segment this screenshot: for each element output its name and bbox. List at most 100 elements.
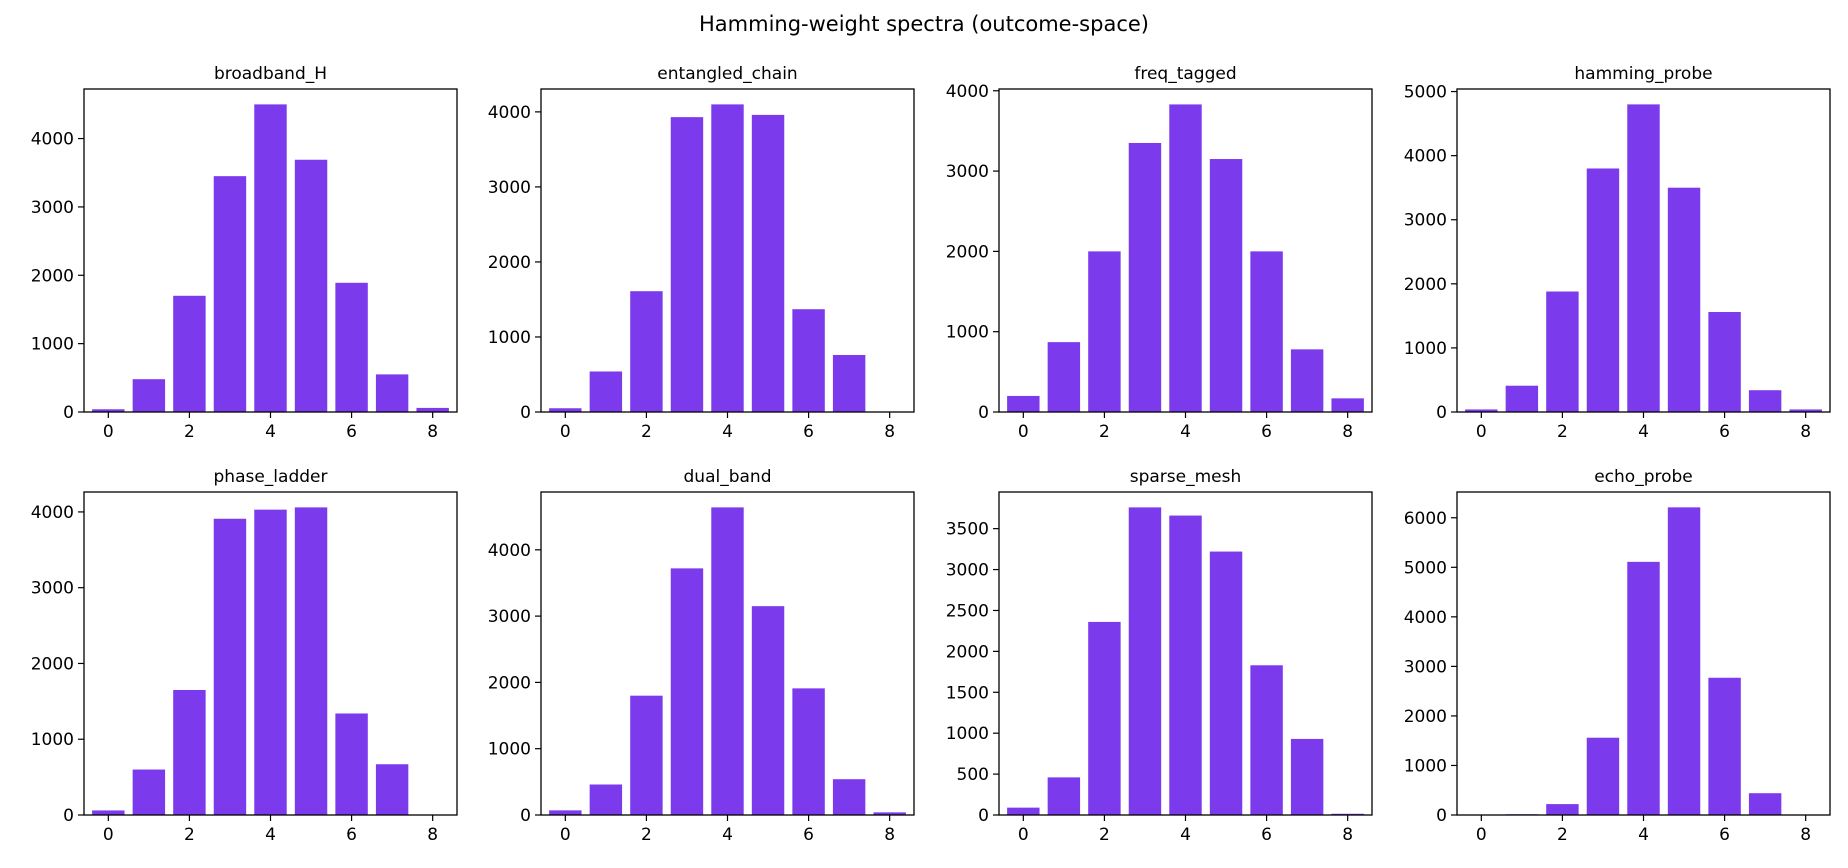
y-tick-label: 3000 [946, 162, 989, 182]
bar-dual_band-6 [792, 688, 825, 815]
bar-broadband_H-6 [335, 282, 368, 412]
bar-hamming_probe-8 [1789, 409, 1822, 412]
y-tick-label: 0 [63, 806, 74, 826]
y-tick-label: 1000 [488, 328, 531, 348]
y-tick-label: 2000 [488, 673, 531, 693]
y-tick-label: 2500 [946, 601, 989, 621]
bar-freq_tagged-3 [1128, 142, 1162, 412]
y-tick-label: 2000 [1404, 707, 1447, 727]
subplot-title: echo_probe [1594, 467, 1693, 487]
bar-entangled_chain-3 [670, 117, 704, 412]
x-tick-label: 6 [1719, 422, 1730, 442]
y-tick-label: 4000 [1404, 147, 1447, 167]
bar-hamming_probe-3 [1586, 168, 1620, 412]
bar-entangled_chain-5 [751, 114, 785, 412]
bar-hamming_probe-1 [1505, 385, 1539, 412]
subplot-entangled_chain: entangled_chain 0 2 4 6 8 0 1000 2000 3000 4000 [488, 64, 915, 442]
y-tick-label: 4000 [488, 541, 531, 561]
y-tick-label: 1000 [31, 335, 74, 355]
bar-hamming_probe-7 [1748, 390, 1782, 412]
x-tick-label: 4 [1638, 825, 1649, 845]
y-tick-label: 4000 [1404, 608, 1447, 628]
bar-broadband_H-7 [375, 374, 409, 412]
bar-echo_probe-4 [1627, 561, 1660, 815]
y-tick-label: 0 [63, 403, 74, 423]
bar-broadband_H-5 [294, 159, 328, 412]
bar-dual_band-2 [630, 695, 663, 815]
x-tick-label: 0 [103, 825, 114, 845]
subplot-title: phase_ladder [214, 467, 328, 487]
x-tick-label: 4 [1638, 422, 1649, 442]
bar-dual_band-8 [873, 812, 906, 815]
subplot-title: sparse_mesh [1130, 467, 1242, 487]
bar-phase_ladder-2 [173, 689, 206, 815]
bar-echo_probe-7 [1748, 793, 1782, 815]
x-tick-label: 4 [722, 825, 733, 845]
x-tick-label: 4 [265, 825, 276, 845]
x-tick-label: 0 [1476, 422, 1487, 442]
y-tick-label: 2000 [31, 654, 74, 674]
bar-hamming_probe-2 [1546, 291, 1579, 412]
x-tick-label: 6 [346, 422, 357, 442]
x-tick-label: 0 [1476, 825, 1487, 845]
y-tick-label: 0 [978, 806, 989, 826]
bar-freq_tagged-7 [1290, 349, 1324, 412]
subplot-title: broadband_H [214, 64, 327, 84]
bar-entangled_chain-4 [711, 104, 744, 412]
x-tick-label: 2 [184, 825, 195, 845]
y-tick-label: 3000 [31, 579, 74, 599]
y-tick-label: 2000 [946, 242, 989, 262]
x-tick-label: 0 [1018, 422, 1029, 442]
bar-freq_tagged-5 [1209, 159, 1243, 412]
x-tick-label: 2 [1557, 825, 1568, 845]
y-tick-label: 5000 [1404, 83, 1447, 103]
bar-freq_tagged-8 [1331, 398, 1364, 412]
bar-broadband_H-4 [254, 104, 287, 412]
y-tick-label: 500 [957, 765, 989, 785]
x-tick-label: 8 [1342, 422, 1353, 442]
x-tick-label: 6 [803, 422, 814, 442]
x-tick-label: 4 [265, 422, 276, 442]
y-tick-label: 5000 [1404, 558, 1447, 578]
bar-sparse_mesh-0 [1007, 807, 1040, 815]
bar-entangled_chain-1 [589, 371, 623, 412]
bar-sparse_mesh-1 [1047, 777, 1081, 815]
bar-hamming_probe-5 [1667, 187, 1701, 412]
x-tick-label: 8 [1800, 825, 1811, 845]
bar-phase_ladder-5 [294, 507, 328, 815]
x-tick-label: 6 [1261, 825, 1272, 845]
x-tick-label: 2 [184, 422, 195, 442]
bar-freq_tagged-0 [1007, 395, 1040, 412]
bar-sparse_mesh-2 [1088, 621, 1121, 815]
bar-echo_probe-3 [1586, 737, 1620, 815]
bar-dual_band-3 [670, 568, 704, 815]
y-tick-label: 1000 [946, 724, 989, 744]
bar-phase_ladder-4 [254, 509, 287, 815]
x-tick-label: 4 [722, 422, 733, 442]
x-tick-label: 6 [1719, 825, 1730, 845]
x-tick-label: 0 [1018, 825, 1029, 845]
x-tick-label: 6 [1261, 422, 1272, 442]
bar-sparse_mesh-7 [1290, 738, 1324, 815]
y-tick-label: 4000 [946, 82, 989, 102]
y-tick-label: 1000 [31, 730, 74, 750]
y-tick-label: 3500 [946, 520, 989, 540]
bar-sparse_mesh-6 [1250, 665, 1283, 815]
bar-freq_tagged-4 [1169, 104, 1202, 413]
subplot-phase_ladder: phase_ladder 0 2 4 6 8 0 1000 2000 3000 4000 [31, 467, 458, 845]
y-tick-label: 2000 [488, 253, 531, 273]
bar-entangled_chain-2 [630, 291, 663, 412]
bar-freq_tagged-2 [1088, 251, 1121, 412]
bar-dual_band-4 [711, 507, 744, 815]
bar-broadband_H-2 [173, 295, 206, 412]
bar-phase_ladder-6 [335, 713, 368, 815]
subplot-hamming_probe: hamming_probe 0 2 4 6 8 0 1000 2000 3000 4000 5000 [1404, 64, 1831, 442]
y-tick-label: 4000 [31, 130, 74, 150]
x-tick-label: 8 [884, 825, 895, 845]
subplot-title: hamming_probe [1574, 64, 1712, 84]
subplot-broadband_H: broadband_H 0 2 4 6 8 0 1000 2000 3000 4000 [31, 64, 458, 442]
y-tick-label: 4000 [31, 503, 74, 523]
bar-entangled_chain-7 [832, 354, 866, 412]
y-tick-label: 2000 [1404, 275, 1447, 295]
